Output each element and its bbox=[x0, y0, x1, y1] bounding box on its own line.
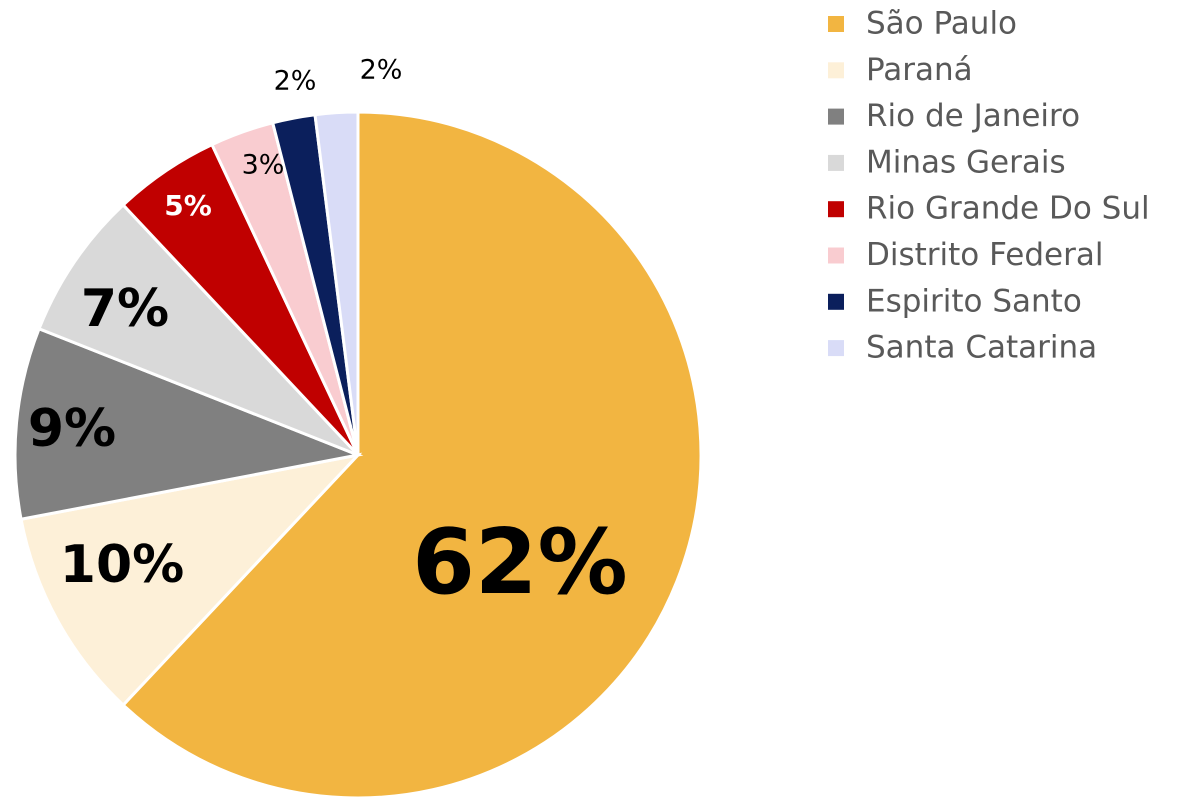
data-label: 2% bbox=[360, 55, 403, 86]
legend-swatch bbox=[828, 201, 844, 218]
data-label: 62% bbox=[412, 510, 627, 615]
legend-swatch bbox=[828, 108, 844, 125]
legend-text: Espirito Santo bbox=[866, 283, 1082, 319]
legend-text: Rio de Janeiro bbox=[866, 98, 1080, 134]
legend-text: São Paulo bbox=[866, 6, 1017, 42]
legend-swatch bbox=[828, 247, 844, 264]
legend-text: Santa Catarina bbox=[866, 330, 1097, 366]
legend-swatch bbox=[828, 340, 844, 357]
pie-slice bbox=[37, 202, 360, 457]
pie-slice bbox=[121, 110, 703, 799]
legend-text: Paraná bbox=[866, 52, 973, 88]
legend-swatch bbox=[828, 62, 844, 79]
legend-text: Distrito Federal bbox=[866, 237, 1103, 273]
pie-slice bbox=[313, 110, 360, 456]
data-label: 2% bbox=[274, 66, 317, 97]
data-label: 5% bbox=[164, 189, 212, 222]
legend-swatch bbox=[828, 16, 844, 32]
pie-slice bbox=[13, 326, 364, 522]
legend-text: Minas Gerais bbox=[866, 144, 1066, 180]
legend-swatch bbox=[828, 154, 844, 171]
data-label: 10% bbox=[60, 535, 184, 595]
legend-swatch bbox=[828, 293, 844, 310]
data-label: 9% bbox=[28, 399, 116, 459]
data-label: 3% bbox=[242, 150, 285, 181]
data-label: 7% bbox=[81, 279, 169, 339]
pie-slice bbox=[19, 452, 363, 708]
legend-text: Rio Grande Do Sul bbox=[866, 191, 1150, 227]
